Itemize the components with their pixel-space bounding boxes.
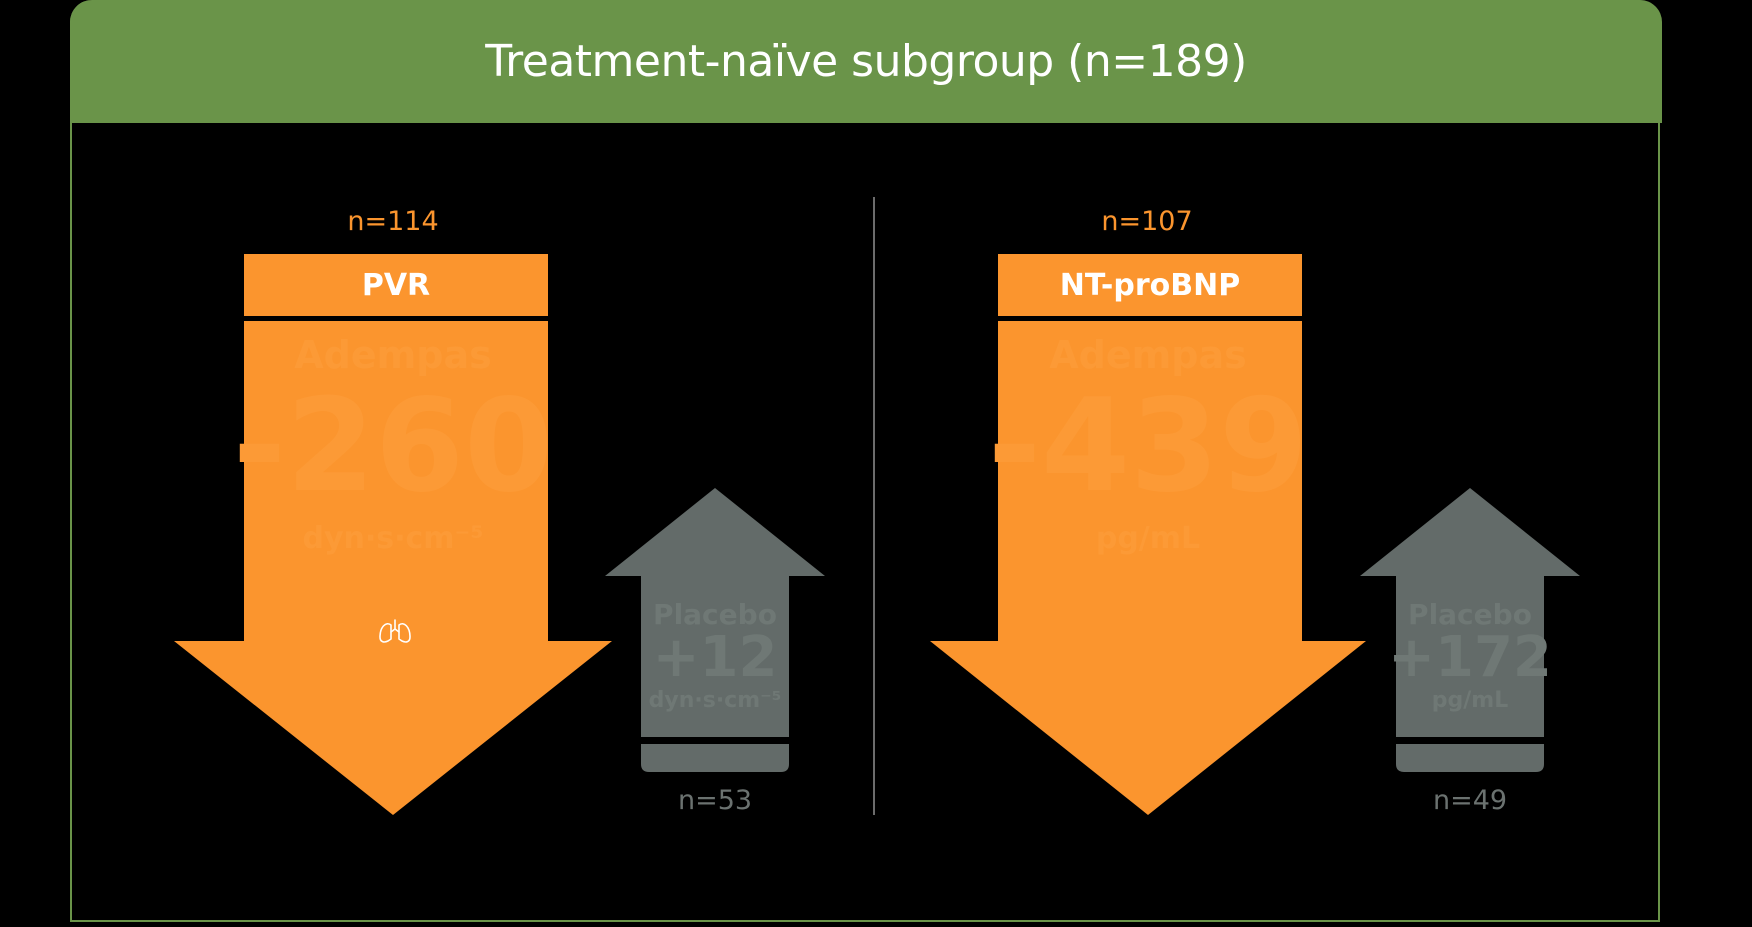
page-title: Treatment-naïve subgroup (n=189) [485, 36, 1247, 87]
placebo-arrow-up-ntprobnp: Placebo +172 pg/mL [1360, 488, 1580, 772]
placebo-n-label-pvr: n=53 [677, 785, 753, 816]
adempas-label-pvr: Adempas [294, 333, 492, 377]
metric-box-pvr: PVR [244, 254, 548, 316]
placebo-value-pvr: +12 [652, 625, 778, 690]
header-bar: Treatment-naïve subgroup (n=189) [70, 0, 1662, 123]
adempas-unit-pvr: dyn·s·cm⁻⁵ [302, 521, 484, 556]
adempas-label-ntprobnp: Adempas [1049, 333, 1247, 377]
placebo-unit-pvr: dyn·s·cm⁻⁵ [648, 688, 782, 713]
panel-divider [873, 197, 875, 815]
adempas-arrow-down-ntprobnp: Adempas -439 pg/mL [930, 321, 1366, 815]
adempas-value-pvr: -260 [232, 372, 554, 521]
placebo-unit-ntprobnp: pg/mL [1431, 688, 1509, 713]
adempas-arrow-down-pvr: Adempas -260 dyn·s·cm⁻⁵ [174, 321, 612, 815]
metric-box-ntprobnp: NT-proBNP [998, 254, 1302, 316]
placebo-arrow-up-pvr: Placebo +12 dyn·s·cm⁻⁵ [605, 488, 825, 772]
adempas-n-label-pvr: n=114 [347, 206, 439, 237]
adempas-n-label-ntprobnp: n=107 [1101, 206, 1193, 237]
placebo-label-pvr: Placebo [653, 598, 777, 631]
adempas-value-ntprobnp: -439 [987, 372, 1309, 521]
subgroup-frame [70, 0, 1660, 922]
placebo-label-ntprobnp: Placebo [1408, 598, 1532, 631]
adempas-unit-ntprobnp: pg/mL [1095, 521, 1201, 556]
placebo-value-ntprobnp: +172 [1388, 625, 1552, 690]
placebo-n-label-ntprobnp: n=49 [1432, 785, 1508, 816]
